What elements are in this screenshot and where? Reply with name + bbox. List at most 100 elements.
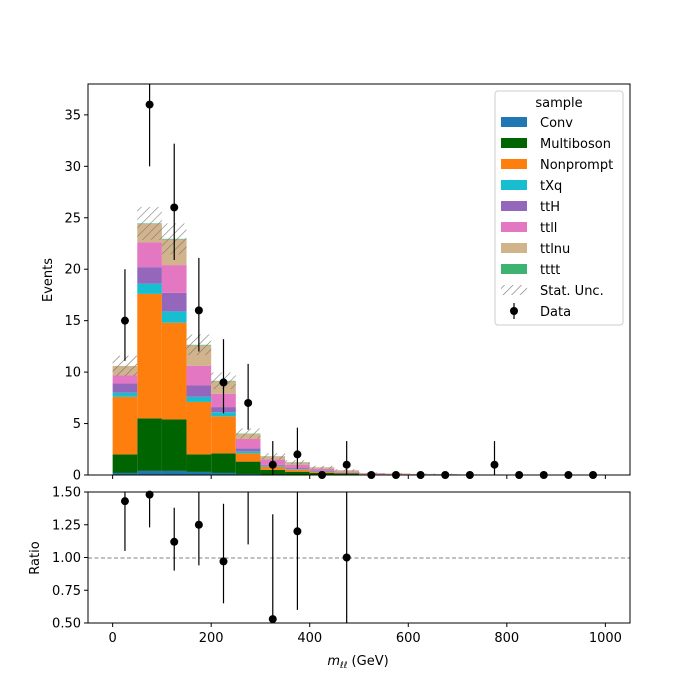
bar-conv-bin-5 [235, 473, 261, 475]
main-y-ticks: 0 5 10 15 20 25 30 35 [64, 108, 88, 484]
ratio-xtick-label: 1000 [589, 631, 622, 646]
ratio-axes-frame [87, 491, 631, 624]
bar-nonprompt-bin-5 [235, 453, 261, 462]
bar-nonprompt-bin-7 [285, 469, 310, 472]
stat-unc-bin-1 [137, 206, 162, 240]
ratio-points [120, 490, 351, 624]
bar-multiboson-bin-4 [211, 453, 236, 473]
main-ytick-label: 0 [73, 469, 81, 484]
ratio-y-axis-label: Ratio [28, 541, 43, 574]
main-plot-panel: 0 5 10 15 20 25 30 35 Events [41, 83, 631, 484]
bar-multiboson-bin-3 [186, 454, 212, 472]
ratio-point-4 [219, 557, 228, 566]
data-point-0 [120, 316, 129, 325]
main-ytick-label: 10 [64, 366, 81, 381]
legend-item-stat-unc: Stat. Unc. [501, 284, 604, 299]
bar-tth-bin-2 [161, 292, 187, 312]
ratio-ytick-label: 1.25 [52, 518, 81, 533]
legend-item-multiboson: Multiboson [501, 137, 611, 152]
legend-items: Conv Multiboson Nonprompt tXq ttH ttll ttlnu tt… [501, 116, 613, 320]
ratio-xtick-label: 800 [494, 631, 519, 646]
bar-conv-bin-2 [161, 470, 187, 475]
bar-multiboson-bin-2 [161, 419, 187, 471]
legend-swatch-multiboson [501, 138, 527, 148]
data-point-2 [170, 203, 179, 212]
data-point-7 [293, 450, 302, 459]
bar-nonprompt-bin-4 [211, 416, 236, 454]
ratio-xtick-label: 600 [396, 631, 421, 646]
legend-item-ttlnu: ttlnu [501, 242, 570, 257]
bar-tth-bin-3 [186, 385, 212, 397]
legend-label-ttlnu: ttlnu [540, 242, 570, 257]
legend-item-nonprompt: Nonprompt [501, 158, 613, 173]
data-point-9 [342, 460, 351, 469]
legend-item-ttll: ttll [501, 221, 557, 236]
legend-swatch-data-marker [510, 307, 518, 315]
ratio-xtick-label: 400 [297, 631, 322, 646]
legend-label-txq: tXq [540, 179, 562, 194]
bar-multiboson-bin-0 [112, 454, 138, 473]
legend-swatch-conv [501, 117, 527, 127]
data-point-4 [219, 378, 228, 387]
data-point-3 [194, 306, 203, 315]
stat-unc-bin-8 [309, 465, 335, 469]
legend-label-conv: Conv [540, 116, 573, 131]
legend-label-ttll: ttll [540, 221, 557, 236]
ratio-ytick-label: 0.75 [52, 584, 81, 599]
ratio-point-0 [120, 497, 129, 506]
ratio-x-ticks: 0 200 400 600 800 1000 [108, 623, 622, 646]
legend-swatch-ttlnu [501, 243, 527, 253]
ratio-point-7 [293, 527, 302, 536]
stacked-histogram-bars [112, 223, 507, 475]
ratio-xtick-label: 0 [108, 631, 116, 646]
bar-conv-bin-1 [137, 470, 162, 475]
bar-conv-bin-0 [112, 472, 138, 475]
main-ytick-label: 35 [64, 108, 81, 123]
ratio-y-ticks: 0.50 0.75 1.00 1.25 1.50 [52, 486, 88, 632]
bar-nonprompt-bin-0 [112, 396, 138, 455]
main-axes-frame [87, 83, 631, 476]
legend-label-data: Data [540, 305, 571, 320]
bar-ttll-bin-0 [112, 375, 138, 384]
legend-label-multiboson: Multiboson [540, 137, 611, 152]
data-point-1 [145, 100, 154, 109]
bar-txq-bin-7 [285, 469, 310, 470]
x-axis-label: mℓℓ (GeV) [327, 654, 388, 671]
data-point-15 [490, 460, 499, 469]
legend-swatch-nonprompt [501, 159, 527, 169]
bar-conv-bin-4 [211, 472, 236, 475]
bar-ttll-bin-3 [186, 365, 212, 386]
legend-swatch-txq [501, 180, 527, 190]
bar-nonprompt-bin-3 [186, 401, 212, 455]
legend-swatch-tttt [501, 264, 527, 274]
legend-item-tttt: tttt [501, 263, 560, 278]
bar-tth-bin-5 [235, 448, 261, 452]
legend-title: sample [535, 96, 582, 111]
legend-item-tth: ttH [501, 200, 560, 215]
main-x-ticks [112, 475, 606, 479]
bar-ttll-bin-8 [309, 468, 335, 471]
legend-label-tttt: tttt [540, 263, 560, 278]
ratio-ytick-label: 1.00 [52, 551, 81, 566]
ratio-point-8 [342, 553, 351, 562]
data-point-6 [268, 460, 277, 469]
bar-tth-bin-1 [137, 267, 162, 284]
bar-nonprompt-bin-2 [161, 322, 187, 420]
bar-conv-bin-3 [186, 471, 212, 475]
legend-item-data: Data [510, 303, 571, 320]
legend-label-nonprompt: Nonprompt [540, 158, 613, 173]
ratio-xtick-label: 200 [199, 631, 224, 646]
ratio-point-2 [170, 537, 179, 546]
bar-txq-bin-0 [112, 392, 138, 397]
bar-multiboson-bin-1 [137, 418, 162, 471]
bar-txq-bin-2 [161, 311, 187, 323]
ratio-point-6 [268, 615, 277, 624]
ratio-plot-panel: 0.50 0.75 1.00 1.25 1.50 0 200 400 600 800 1000 R… [28, 486, 631, 671]
bar-ttll-bin-5 [235, 438, 261, 449]
main-ytick-label: 30 [64, 160, 81, 175]
bar-ttll-bin-2 [161, 265, 187, 293]
legend-item-txq: tXq [501, 179, 562, 194]
bar-txq-bin-3 [186, 396, 212, 402]
main-ytick-label: 15 [64, 314, 81, 329]
